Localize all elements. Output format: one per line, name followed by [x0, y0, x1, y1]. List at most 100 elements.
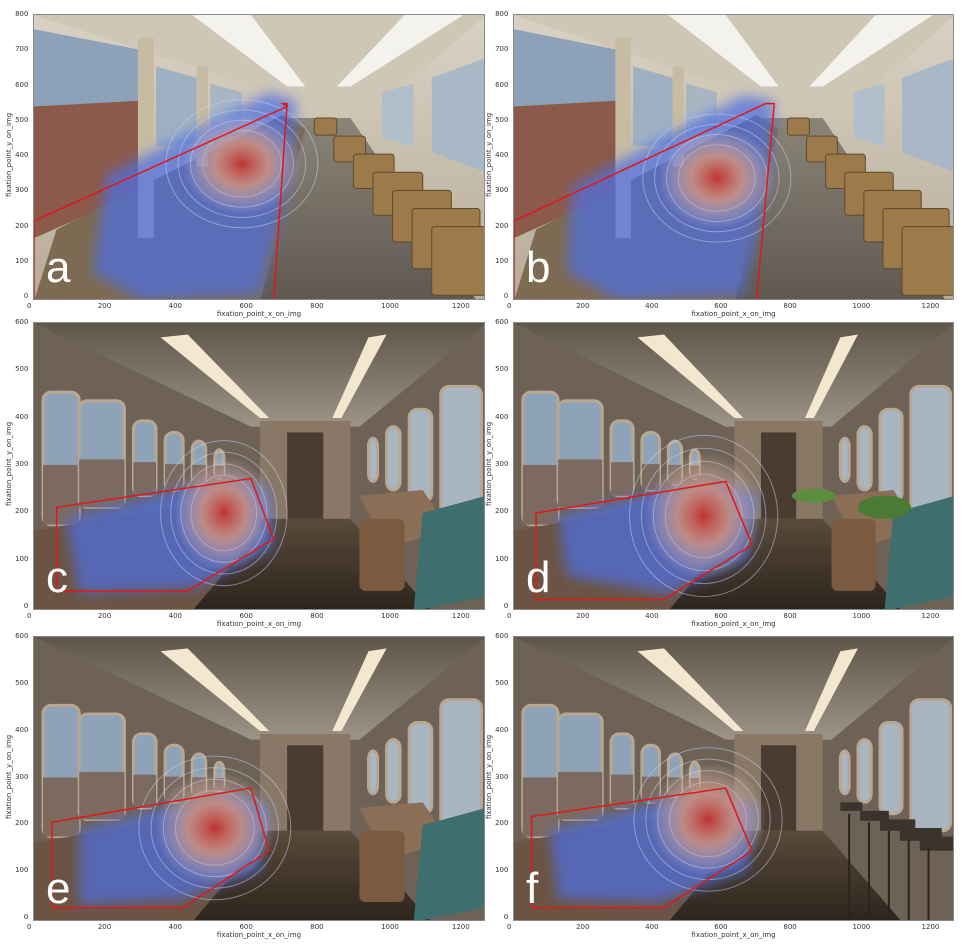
x-tick-label: 1200: [451, 302, 470, 310]
y-tick-label: 200: [15, 221, 29, 230]
x-tick-label: 800: [783, 302, 797, 310]
y-tick-label: 600: [495, 632, 509, 640]
y-tick-label: 500: [495, 678, 509, 687]
panel-letter-f: f: [526, 864, 539, 913]
y-tick-label: 0: [23, 292, 29, 300]
y-tick-label: 0: [503, 602, 509, 610]
panel-letter-b: b: [526, 243, 551, 292]
x-tick-label: 0: [507, 612, 512, 620]
y-tick-label: 200: [495, 507, 509, 516]
x-tick-label: 1200: [451, 612, 470, 620]
x-tick-label: 600: [239, 612, 253, 620]
y-tick-label: 400: [495, 151, 509, 159]
y-tick-label: 600: [495, 80, 509, 89]
train-interior-photo-f: [514, 637, 953, 920]
heatmap-image-e: [33, 636, 485, 921]
panel-letter-c: c: [46, 553, 68, 602]
x-tick-label: 1200: [921, 923, 940, 931]
x-tick-label: 1000: [852, 302, 871, 310]
y-tick-label: 400: [15, 151, 29, 159]
y-tick-label: 500: [15, 678, 29, 687]
x-tick-label: 0: [27, 612, 32, 620]
x-tick-label: 1000: [381, 302, 399, 310]
y-tick-label: 300: [495, 186, 509, 195]
x-tick-label: 600: [714, 612, 728, 620]
x-tick-label: 800: [310, 923, 324, 931]
x-tick-label: 0: [27, 923, 32, 931]
y-tick-label: 100: [15, 554, 29, 563]
x-tick-label: 0: [27, 302, 32, 310]
y-tick-label: 700: [495, 45, 509, 54]
x-tick-label: 800: [783, 923, 797, 931]
y-tick-label: 600: [15, 632, 29, 640]
y-tick-label: 400: [495, 725, 509, 734]
y-axis-label: fixation_point_y_on_img: [5, 112, 13, 197]
y-tick-label: 200: [495, 221, 509, 230]
y-tick-label: 100: [495, 866, 509, 875]
x-tick-label: 800: [783, 612, 797, 620]
y-axis-label: fixation_point_y_on_img: [5, 421, 13, 506]
x-tick-label: 600: [714, 302, 728, 310]
x-axis-label: fixation_point_x_on_img: [216, 310, 302, 318]
x-tick-label: 400: [168, 612, 182, 620]
y-tick-label: 600: [15, 318, 29, 326]
panel-letter-d: d: [526, 553, 551, 602]
x-axis-label: fixation_point_x_on_img: [691, 620, 776, 628]
train-interior-photo-a: [34, 15, 484, 299]
y-tick-label: 0: [503, 913, 509, 921]
y-tick-label: 100: [15, 866, 29, 875]
x-tick-label: 400: [168, 923, 182, 931]
y-tick-label: 200: [495, 819, 509, 828]
y-tick-label: 800: [15, 10, 29, 18]
y-tick-label: 200: [15, 819, 29, 828]
y-tick-label: 0: [23, 602, 29, 610]
train-interior-photo-d: [514, 323, 953, 609]
train-interior-photo-c: [34, 323, 484, 609]
y-axis-label: fixation_point_y_on_img: [485, 112, 493, 197]
y-tick-label: 100: [495, 256, 509, 265]
train-interior-photo-b: [514, 15, 953, 299]
x-tick-label: 800: [310, 302, 324, 310]
y-tick-label: 400: [495, 412, 509, 421]
x-tick-label: 600: [714, 923, 728, 931]
x-tick-label: 200: [97, 302, 112, 310]
x-tick-label: 1000: [381, 612, 399, 620]
y-axis-label: fixation_point_y_on_img: [485, 734, 493, 819]
heatmap-image-f: [513, 636, 954, 921]
x-axis-label: fixation_point_x_on_img: [216, 620, 302, 628]
x-tick-label: 400: [645, 923, 659, 931]
y-tick-label: 600: [15, 80, 29, 89]
y-tick-label: 500: [15, 115, 29, 124]
y-tick-label: 300: [15, 772, 29, 781]
x-tick-label: 400: [645, 612, 659, 620]
x-tick-label: 0: [507, 923, 512, 931]
y-tick-label: 800: [495, 10, 509, 18]
x-tick-label: 1200: [451, 923, 470, 931]
y-tick-label: 300: [495, 460, 509, 468]
y-tick-label: 300: [15, 460, 29, 468]
y-tick-label: 700: [15, 45, 29, 54]
x-tick-label: 200: [576, 923, 590, 931]
y-tick-label: 400: [15, 412, 29, 421]
y-tick-label: 500: [495, 115, 509, 124]
heatmap-image-b: [513, 14, 954, 300]
panel-letter-e: e: [46, 864, 71, 913]
y-axis-label: fixation_point_y_on_img: [485, 421, 493, 506]
y-tick-label: 300: [495, 772, 509, 781]
y-tick-label: 500: [15, 365, 29, 374]
x-tick-label: 800: [310, 612, 324, 620]
y-tick-label: 100: [495, 554, 509, 563]
x-tick-label: 1200: [921, 612, 940, 620]
y-tick-label: 500: [495, 365, 509, 374]
x-tick-label: 200: [576, 302, 590, 310]
y-tick-label: 100: [15, 256, 29, 265]
y-tick-label: 300: [15, 186, 29, 195]
x-tick-label: 600: [239, 923, 253, 931]
heatmap-image-a: [33, 14, 485, 300]
heatmap-image-d: [513, 322, 954, 610]
x-tick-label: 1000: [852, 612, 871, 620]
y-axis-label: fixation_point_y_on_img: [5, 734, 13, 819]
x-tick-label: 200: [576, 612, 590, 620]
x-axis-label: fixation_point_x_on_img: [691, 310, 776, 318]
y-tick-label: 0: [23, 913, 29, 921]
